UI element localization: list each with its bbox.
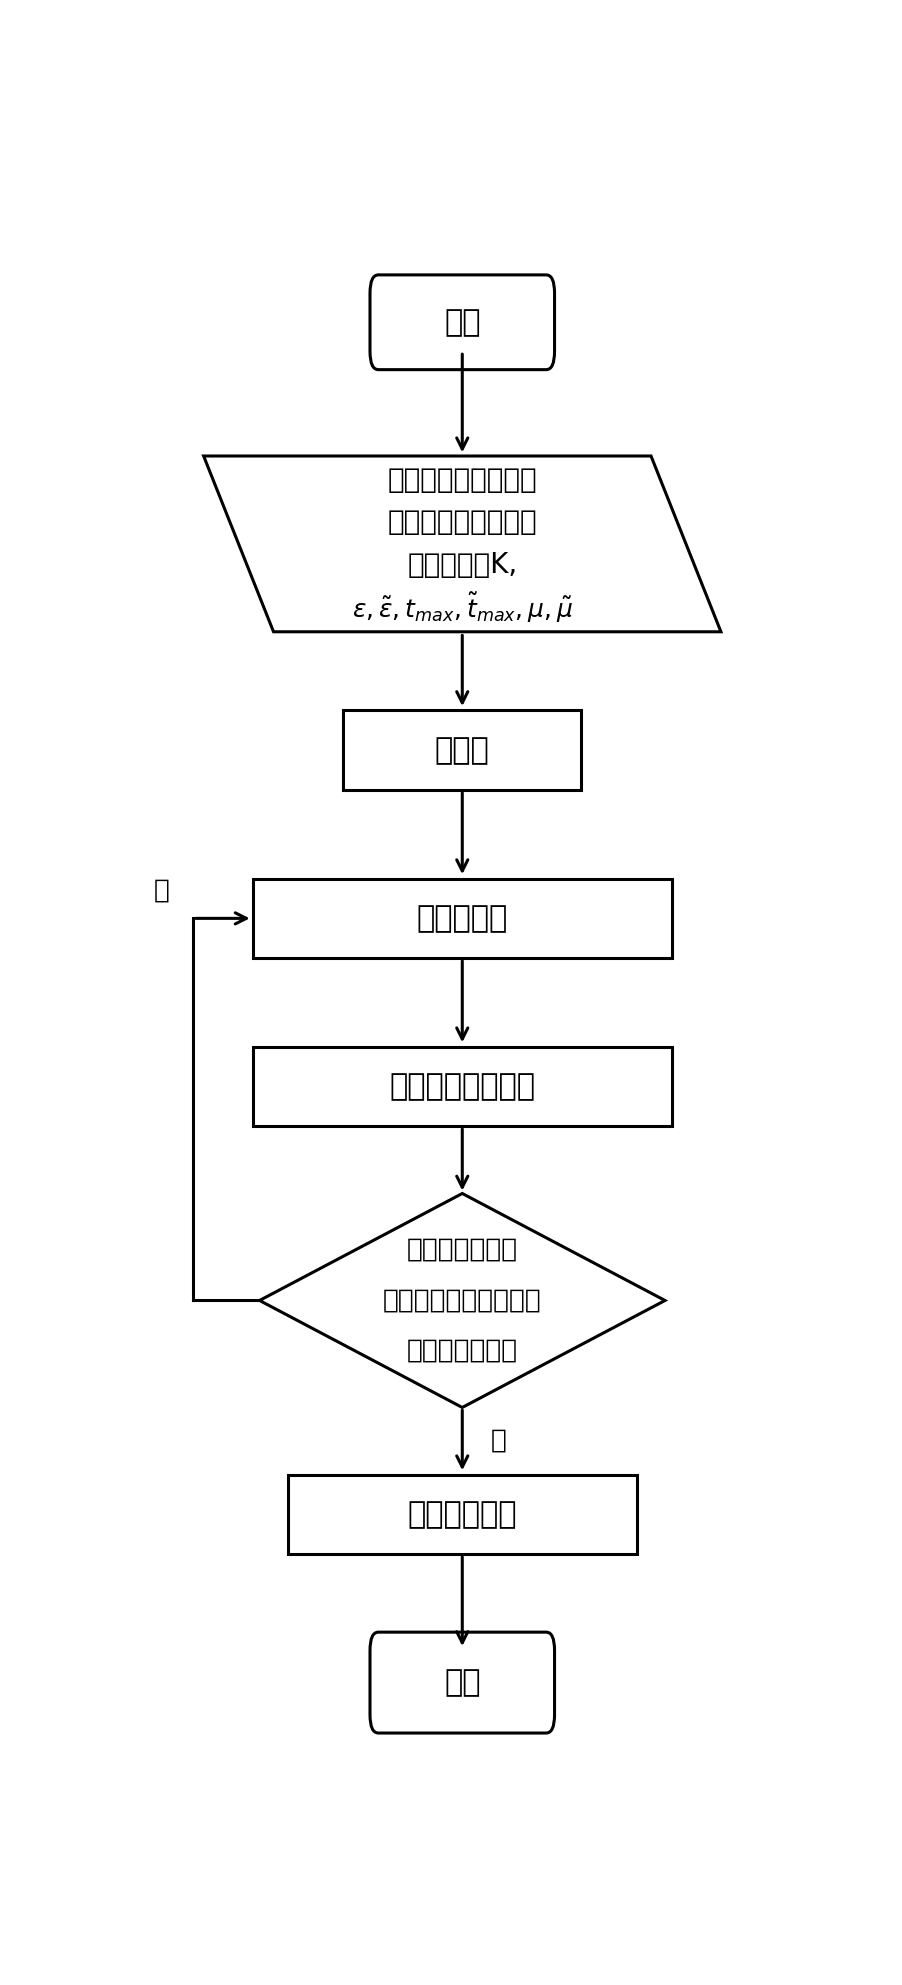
Text: 否: 否 xyxy=(153,877,170,903)
Text: 输入单比特量化的雷: 输入单比特量化的雷 xyxy=(388,466,537,494)
Bar xyxy=(288,1475,637,1554)
Text: 达回波数据、基信号: 达回波数据、基信号 xyxy=(388,508,537,536)
Text: 次梯度下降: 次梯度下降 xyxy=(417,903,508,933)
Text: 是否满足单比特: 是否满足单比特 xyxy=(407,1237,518,1262)
Bar xyxy=(344,711,581,790)
Text: 输出成像结果: 输出成像结果 xyxy=(408,1501,517,1528)
Text: 是: 是 xyxy=(491,1427,506,1453)
Text: 双层次块稀疏优化: 双层次块稀疏优化 xyxy=(390,1072,535,1102)
Bar xyxy=(253,1046,672,1125)
Polygon shape xyxy=(260,1193,665,1407)
Bar xyxy=(253,879,672,959)
Text: $\varepsilon,\tilde{\varepsilon},t_{max},\tilde{t}_{max},\mu,\tilde{\mu}$: $\varepsilon,\tilde{\varepsilon},t_{max}… xyxy=(352,592,573,625)
Text: 结束: 结束 xyxy=(444,1667,481,1697)
Text: 初始化: 初始化 xyxy=(435,736,490,764)
Polygon shape xyxy=(204,457,721,631)
Text: 矩阵、参数K,: 矩阵、参数K, xyxy=(407,552,518,580)
Text: 块稀疏迭代阈值方法的: 块稀疏迭代阈值方法的 xyxy=(383,1288,541,1314)
FancyBboxPatch shape xyxy=(370,274,555,369)
Text: 迭代停止条件？: 迭代停止条件？ xyxy=(407,1338,518,1364)
Text: 开始: 开始 xyxy=(444,308,481,337)
FancyBboxPatch shape xyxy=(370,1632,555,1733)
